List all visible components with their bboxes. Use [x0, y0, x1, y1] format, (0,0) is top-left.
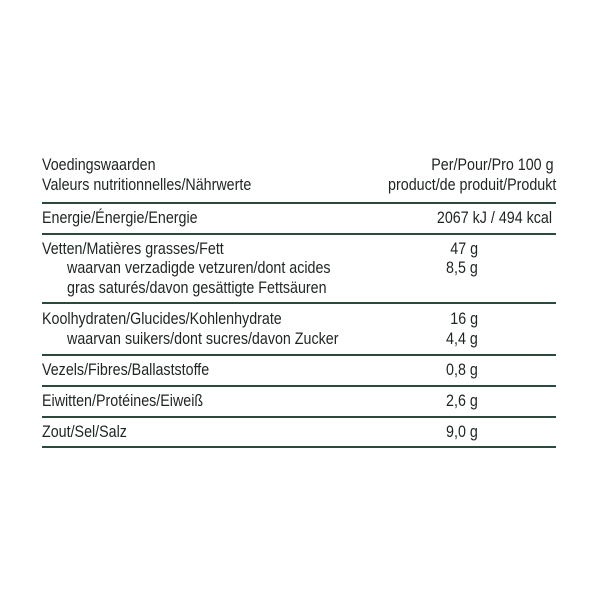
- row-label-protein: Eiwitten/Protéines/Eiweiß: [42, 391, 204, 410]
- divider: [42, 416, 556, 418]
- row-label-fat: Vetten/Matières grasses/Fett: [42, 239, 224, 258]
- header-value: Per/Pour/Pro 100 g: [431, 155, 554, 174]
- divider: [42, 302, 556, 304]
- divider: [42, 354, 556, 356]
- row-label-carbs: Koolhydraten/Glucides/Kohlenhydrate: [42, 309, 282, 328]
- divider: [42, 385, 556, 387]
- header-value: product/de produit/Produkt: [387, 175, 556, 194]
- row-value-salt: 9,0 g: [446, 422, 478, 441]
- header-label: Voedingswaarden: [42, 155, 156, 174]
- row-label-fibre: Vezels/Fibres/Ballaststoffe: [42, 360, 210, 379]
- row-sublabel-saturated: waarvan verzadigde vetzuren/dont acides: [67, 258, 331, 277]
- row-value-sugars: 4,4 g: [446, 329, 478, 348]
- row-value-fibre: 0,8 g: [446, 360, 478, 379]
- divider: [42, 202, 556, 204]
- divider: [42, 446, 556, 448]
- header-label: Valeurs nutritionnelles/Nährwerte: [42, 175, 252, 194]
- row-label-energy: Energie/Énergie/Energie: [42, 208, 198, 227]
- row-value-protein: 2,6 g: [446, 391, 478, 410]
- row-sublabel-saturated: gras saturés/davon gesättigte Fettsäuren: [67, 278, 327, 297]
- row-value-fat: 47 g: [450, 239, 478, 258]
- row-value-carbs: 16 g: [450, 309, 478, 328]
- row-value-energy: 2067 kJ / 494 kcal: [436, 208, 552, 227]
- row-value-saturated: 8,5 g: [446, 258, 478, 277]
- row-label-salt: Zout/Sel/Salz: [42, 422, 127, 441]
- row-sublabel-sugars: waarvan suikers/dont sucres/davon Zucker: [67, 329, 339, 348]
- divider: [42, 233, 556, 235]
